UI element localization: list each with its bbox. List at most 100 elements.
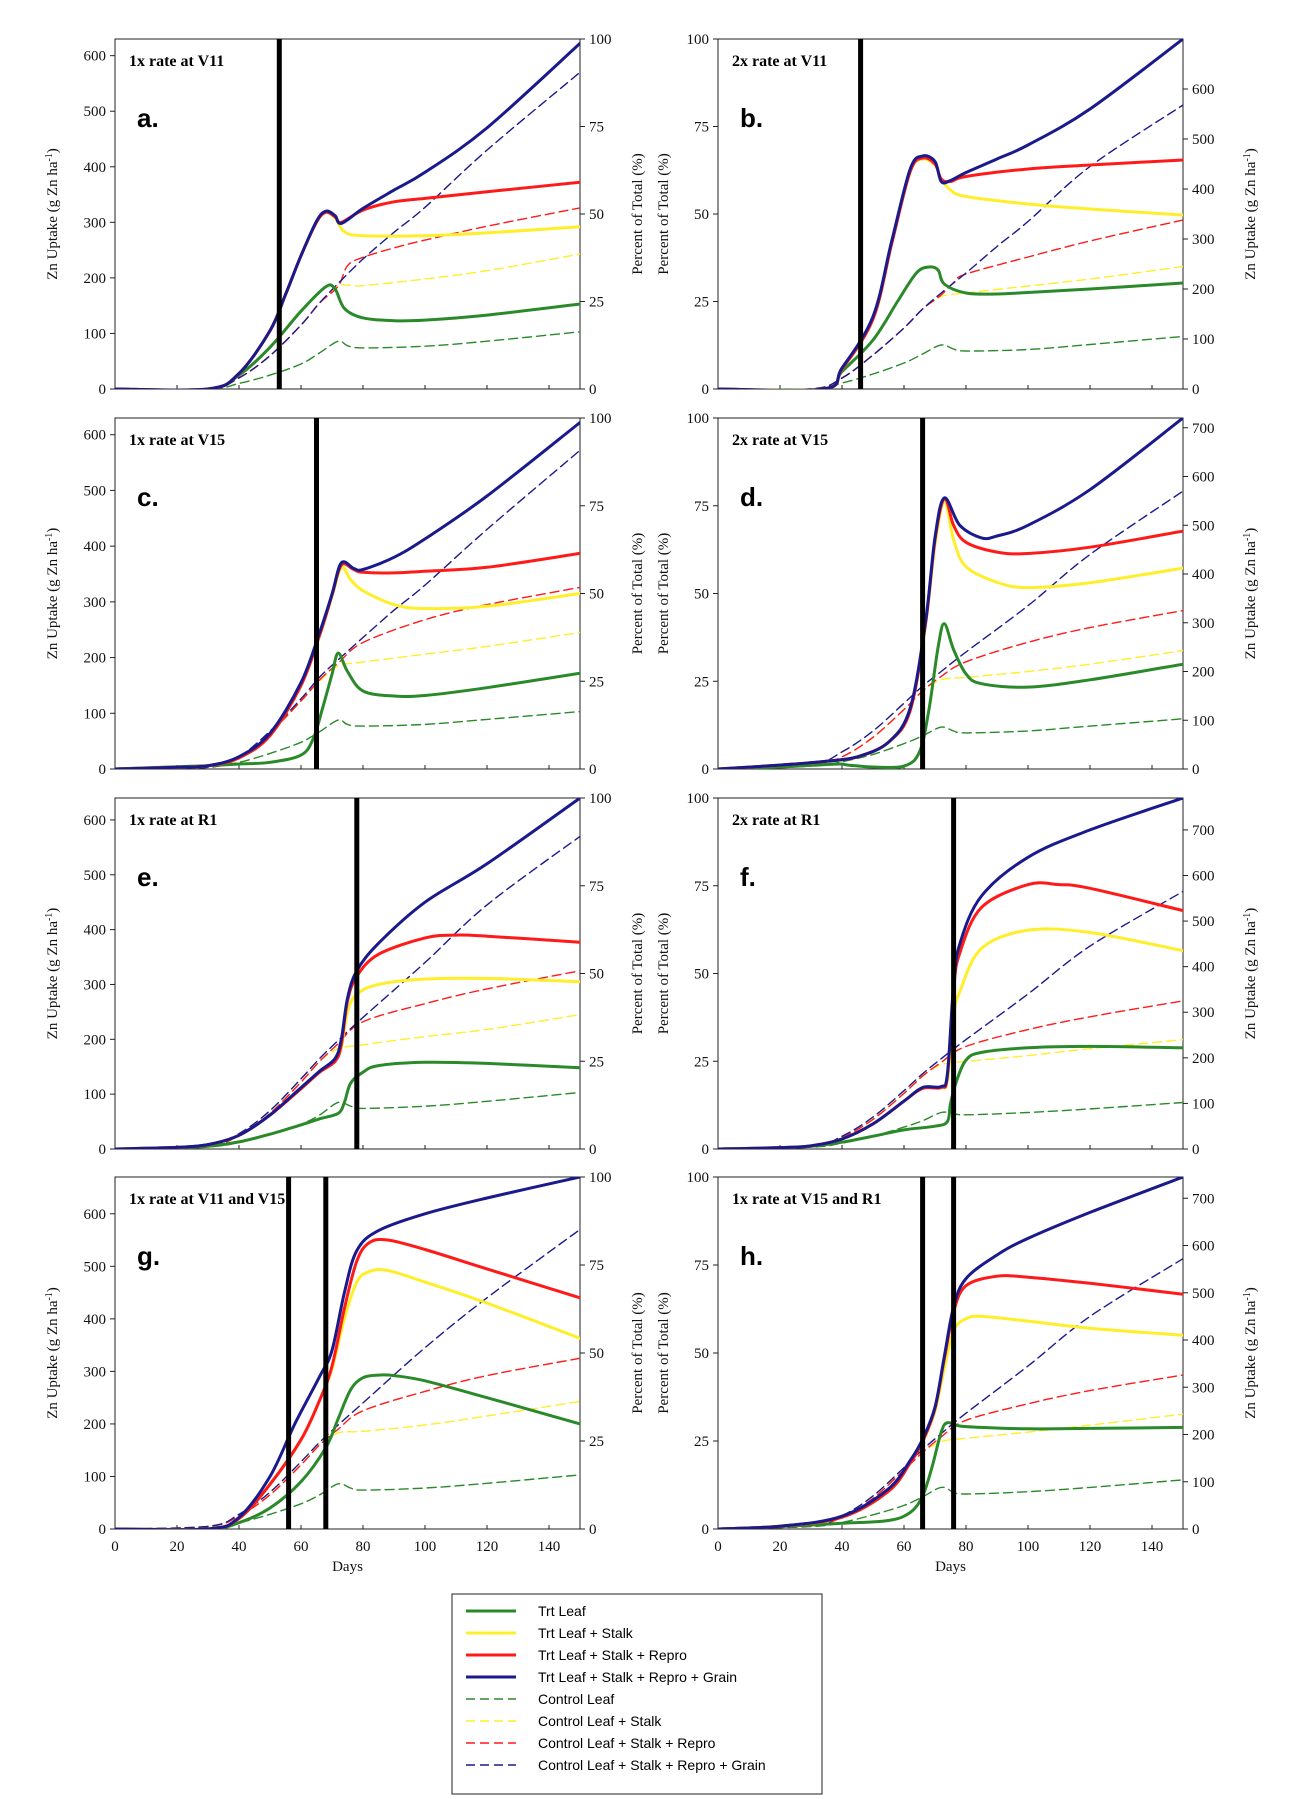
panel-b-right-tick-label: 0 bbox=[1192, 382, 1200, 398]
panel-d-series-trt-leaf-stalk-repro bbox=[718, 496, 1183, 769]
panel-e-right-tick-label: 0 bbox=[589, 1142, 597, 1158]
panel-c-left-tick-label: 200 bbox=[84, 651, 107, 667]
panel-b-uptake-axis-label: Zn Uptake (g Zn ha-1) bbox=[1242, 148, 1260, 280]
panel-g-x-tick-label: 20 bbox=[170, 1539, 185, 1555]
panel-h-series-control-leaf-stalk-repro bbox=[718, 1374, 1183, 1529]
panel-d-series-control-leaf-stalk bbox=[718, 649, 1183, 769]
panel-e-left-tick-label: 400 bbox=[84, 923, 107, 939]
panel-d-title: 2x rate at V15 bbox=[732, 432, 828, 449]
panel-g-title: 1x rate at V11 and V15 bbox=[129, 1191, 285, 1208]
panel-e-uptake-axis-label: Zn Uptake (g Zn ha-1) bbox=[44, 908, 62, 1040]
panel-g-percent-axis-label: Percent of Total (%) bbox=[630, 1292, 646, 1414]
panel-h-right-tick-label: 500 bbox=[1192, 1286, 1215, 1302]
panel-d-uptake-axis-label: Zn Uptake (g Zn ha-1) bbox=[1242, 528, 1260, 660]
panel-g-series-control-leaf bbox=[115, 1474, 580, 1529]
panel-c-series-control-leaf bbox=[115, 710, 580, 769]
panel-c-left-tick-label: 500 bbox=[84, 483, 107, 499]
panel-d-series-control-leaf bbox=[718, 718, 1183, 769]
panel-b-letter: b. bbox=[740, 103, 763, 133]
panel-e-percent-axis-label: Percent of Total (%) bbox=[630, 913, 646, 1035]
panel-f-percent-axis-label: Percent of Total (%) bbox=[656, 913, 672, 1035]
panel-h-right-tick-label: 200 bbox=[1192, 1428, 1215, 1444]
panel-d-series-trt-leaf bbox=[718, 622, 1183, 769]
panel-b-series-control-leaf bbox=[718, 335, 1183, 389]
panel-f-letter: f. bbox=[740, 862, 756, 892]
legend-label-trt-leaf-stalk-repro: Trt Leaf + Stalk + Repro bbox=[538, 1647, 687, 1663]
panel-h-x-tick-label: 140 bbox=[1141, 1539, 1164, 1555]
panel-d-letter: d. bbox=[740, 482, 763, 512]
panel-b-right-tick-label: 600 bbox=[1192, 82, 1215, 98]
panel-e-plot-area bbox=[115, 798, 580, 1149]
panel-f-left-tick-label: 25 bbox=[694, 1054, 709, 1070]
panel-b-left-tick-label: 75 bbox=[694, 120, 709, 136]
panel-a-right-tick-label: 25 bbox=[589, 295, 604, 311]
panel-e-left-tick-label: 500 bbox=[84, 868, 107, 884]
panel-e-left-tick-label: 0 bbox=[99, 1142, 107, 1158]
panel-g-x-tick-label: 60 bbox=[294, 1539, 309, 1555]
panel-h-right-tick-label: 400 bbox=[1192, 1333, 1215, 1349]
panel-f-left-tick-label: 75 bbox=[694, 879, 709, 895]
panel-f-series-trt-leaf-stalk-repro-grain bbox=[718, 798, 1183, 1149]
panel-h-x-tick-label: 100 bbox=[1017, 1539, 1040, 1555]
panel-a-plot-area bbox=[115, 41, 580, 389]
panel-a: 0 100 200 300 400 500 600 0 25 50 75 100 Zn Uptake (… bbox=[44, 32, 647, 398]
panel-d-plot-frame bbox=[717, 417, 1184, 770]
panel-d-series-trt-leaf-stalk-repro-grain bbox=[718, 418, 1183, 769]
panel-f-left-tick-label: 100 bbox=[687, 791, 710, 807]
panel-a-right-tick-label: 0 bbox=[589, 382, 597, 398]
panel-g-series-trt-leaf-stalk-repro-grain bbox=[115, 1177, 580, 1529]
panel-f-title: 2x rate at R1 bbox=[732, 812, 820, 829]
panel-a-plot-frame bbox=[114, 38, 581, 390]
panel-c-letter: c. bbox=[137, 482, 159, 512]
panel-h-uptake-axis-label: Zn Uptake (g Zn ha-1) bbox=[1242, 1287, 1260, 1419]
panel-d-right-tick-label: 500 bbox=[1192, 518, 1215, 534]
panel-c-left-tick-label: 300 bbox=[84, 595, 107, 611]
panel-d-left-tick-label: 100 bbox=[687, 411, 710, 427]
panel-e-right-tick-label: 50 bbox=[589, 967, 604, 983]
panel-a-series-trt-leaf-stalk-repro bbox=[115, 180, 580, 389]
panel-g-x-tick-label: 0 bbox=[111, 1539, 119, 1555]
panel-b-series-trt-leaf-stalk-repro bbox=[718, 156, 1183, 389]
panel-f-right-tick-label: 600 bbox=[1192, 868, 1215, 884]
panel-a-series-control-leaf-stalk-repro bbox=[115, 207, 580, 389]
panel-b-left-tick-label: 50 bbox=[694, 207, 709, 223]
panel-d: 0 25 50 75 100 0 100 200 300 400 500 600 700 Percent … bbox=[656, 411, 1259, 778]
panel-h-series-control-leaf-stalk bbox=[718, 1413, 1183, 1529]
panel-a-series-control-leaf bbox=[115, 331, 580, 389]
panel-b-series-control-leaf-stalk-repro bbox=[718, 219, 1183, 389]
panel-f-left-tick-label: 0 bbox=[702, 1142, 710, 1158]
panel-b-right-tick-label: 400 bbox=[1192, 182, 1215, 198]
panel-c-series-trt-leaf-stalk-repro bbox=[115, 551, 580, 769]
panel-h-series-control-leaf bbox=[718, 1479, 1183, 1529]
panel-c-series-trt-leaf bbox=[115, 651, 580, 769]
panel-h-right-tick-label: 300 bbox=[1192, 1380, 1215, 1396]
panel-a-left-tick-label: 200 bbox=[84, 271, 107, 287]
panel-g-left-tick-label: 0 bbox=[99, 1522, 107, 1538]
legend-label-trt-leaf-stalk: Trt Leaf + Stalk bbox=[538, 1625, 634, 1641]
panel-f-right-tick-label: 500 bbox=[1192, 914, 1215, 930]
panel-a-uptake-axis-label: Zn Uptake (g Zn ha-1) bbox=[44, 148, 62, 280]
panel-e-series-trt-leaf-stalk-repro-grain bbox=[115, 798, 580, 1149]
panel-a-right-tick-label: 50 bbox=[589, 207, 604, 223]
panel-g-right-tick-label: 75 bbox=[589, 1258, 604, 1274]
panel-g-left-tick-label: 400 bbox=[84, 1312, 107, 1328]
panel-b-right-tick-label: 200 bbox=[1192, 282, 1215, 298]
panel-e-right-tick-label: 25 bbox=[589, 1054, 604, 1070]
panel-c-right-tick-label: 100 bbox=[589, 411, 612, 427]
panel-a-series-trt-leaf-stalk-repro-grain bbox=[115, 41, 580, 389]
panel-f-right-tick-label: 400 bbox=[1192, 960, 1215, 976]
panel-b-percent-axis-label: Percent of Total (%) bbox=[656, 153, 672, 275]
panel-b: 0 25 50 75 100 0 100 200 300 400 500 600 Percent of … bbox=[656, 32, 1259, 398]
panel-e-right-tick-label: 100 bbox=[589, 791, 612, 807]
panel-h-right-tick-label: 700 bbox=[1192, 1191, 1215, 1207]
panel-d-left-tick-label: 0 bbox=[702, 762, 710, 778]
panel-a-left-tick-label: 300 bbox=[84, 215, 107, 231]
panel-e-left-tick-label: 100 bbox=[84, 1087, 107, 1103]
panel-e-series-trt-leaf-stalk-repro bbox=[115, 933, 580, 1149]
panel-f-plot-frame bbox=[717, 797, 1184, 1150]
panel-b-series-trt-leaf-stalk-repro-grain bbox=[718, 39, 1183, 389]
panel-b-right-tick-label: 300 bbox=[1192, 232, 1215, 248]
panel-d-left-tick-label: 50 bbox=[694, 587, 709, 603]
panel-g-series-control-leaf-stalk-repro-grain bbox=[115, 1228, 580, 1529]
panel-h-x-axis-label: Days bbox=[935, 1559, 966, 1575]
